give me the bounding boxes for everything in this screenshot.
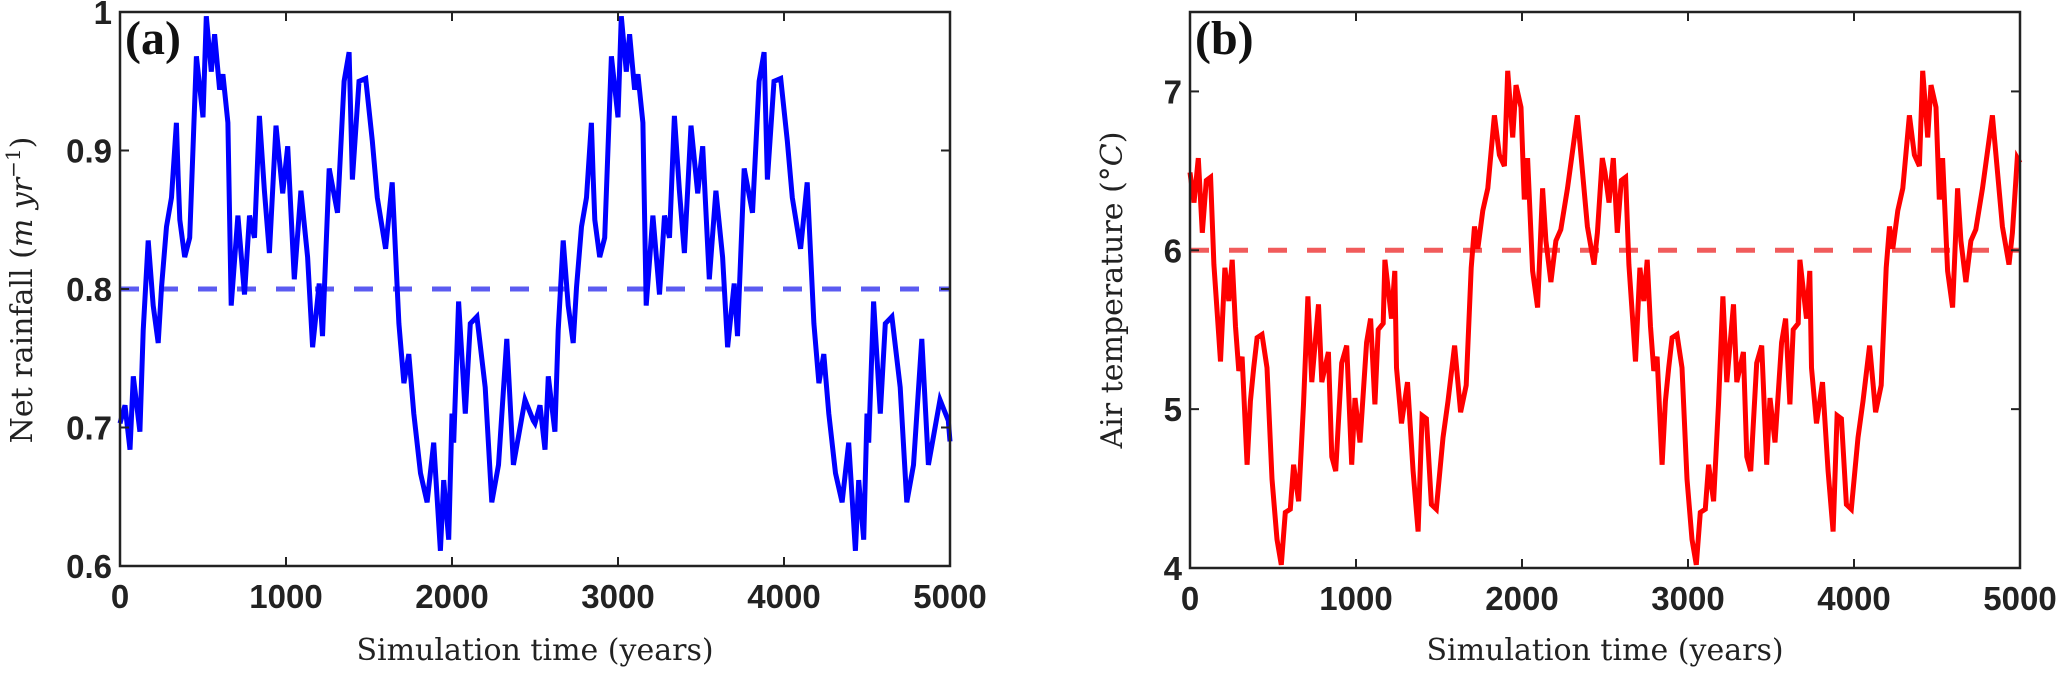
y-tick-label-b: 5 [1164,391,1182,428]
y-tick-label-a: 0.6 [66,548,112,585]
x-tick-label-a: 2000 [415,578,488,615]
y-tick-label-b: 6 [1164,232,1182,269]
y-tick-label-b: 4 [1164,550,1183,587]
y-axis-title-b-close: ) [1095,132,1130,144]
y-tick-label-a: 0.8 [66,271,112,308]
x-tick-label-b: 5000 [1983,580,2056,617]
x-tick-label-b: 3000 [1651,580,1724,617]
x-tick-label-a: 1000 [249,578,322,615]
y-axis-title-a: Net rainfall (m yr−1) [1,137,40,444]
y-axis-title-b-unit: °C [1095,143,1130,181]
x-tick-label-a: 0 [111,578,129,615]
y-axis-title-a-close: ) [5,137,40,149]
y-axis-title-b-main: Air temperature ( [1095,181,1130,449]
series-line-a [117,15,953,551]
x-tick-label-a: 5000 [913,578,986,615]
y-axis-title-b: Air temperature (°C) [1095,132,1130,450]
plot-area-b: 0 1000 2000 3000 4000 5000 4 5 6 7 [1164,10,2057,617]
y-axis-title-a-main: Net rainfall ( [5,247,40,443]
x-tick-label-b: 1000 [1319,580,1392,617]
x-axis-title-b: Simulation time (years) [1426,633,1783,668]
x-tick-label-b: 4000 [1817,580,1890,617]
y-tick-label-a: 0.9 [66,133,112,170]
y-axis-title-a-unit: m yr [5,176,40,247]
x-tick-label-a: 3000 [581,578,654,615]
y-axis-title-a-sup: −1 [1,148,25,177]
axes-frame-b [1188,10,2022,570]
x-tick-label-a: 4000 [747,578,820,615]
x-axis-title-a: Simulation time (years) [356,633,713,668]
y-tick-label-a: 0.7 [66,410,112,447]
y-tick-label-b: 7 [1164,73,1182,110]
panel-label-a: (a) [125,12,181,65]
x-tick-label-b: 2000 [1485,580,1558,617]
y-tick-label-a: 1 [94,0,112,31]
plot-area-a: 0 1000 2000 3000 4000 5000 0.6 0.7 0.8 0.9 1 [66,0,987,615]
series-line-b [1187,70,2023,566]
panel-b-air-temperature: 0 1000 2000 3000 4000 5000 4 5 6 7 (b) Simulation… [1095,10,2057,668]
panel-label-b: (b) [1195,12,1254,65]
x-tick-label-b: 0 [1181,580,1199,617]
panel-a-net-rainfall: 0 1000 2000 3000 4000 5000 0.6 0.7 0.8 0.9 1 (a) S… [1,0,987,668]
